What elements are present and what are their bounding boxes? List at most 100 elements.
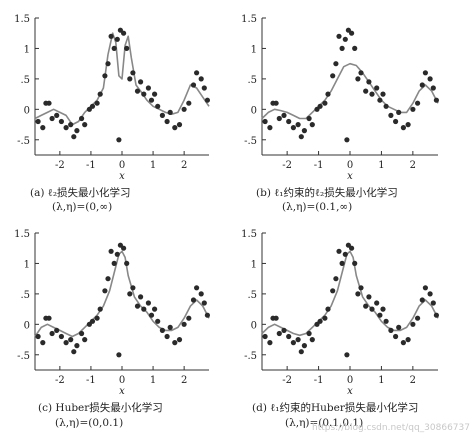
sample-point: [430, 85, 436, 91]
sample-point: [176, 337, 183, 343]
sample-point: [82, 337, 88, 343]
sample-point: [298, 349, 304, 355]
sample-point: [204, 97, 210, 103]
sample-point: [172, 340, 178, 346]
sample-point: [79, 115, 85, 122]
sample-point: [339, 45, 345, 52]
sample-point: [317, 103, 323, 109]
sample-point: [190, 82, 197, 88]
sample-point: [145, 85, 151, 91]
sample-point: [190, 297, 197, 303]
sample-point: [141, 91, 147, 97]
sample-point: [63, 125, 69, 131]
params-b: (λ,η)=(0.1,∞): [282, 201, 353, 213]
sample-point: [400, 125, 406, 131]
y-tick-label: 1: [24, 259, 30, 270]
sample-point: [422, 285, 428, 291]
sample-point: [68, 337, 74, 343]
sample-point: [419, 297, 425, 303]
sample-point: [134, 303, 141, 309]
sample-point: [148, 97, 155, 103]
sample-point: [380, 91, 386, 97]
sample-point: [433, 97, 439, 103]
sample-point: [336, 33, 342, 39]
y-tick-label: -.5: [17, 351, 30, 362]
y-tick-label: 1.5: [14, 229, 30, 240]
sample-point: [40, 125, 46, 131]
sample-point: [267, 340, 273, 346]
sample-point: [290, 125, 296, 131]
sample-point: [405, 337, 411, 343]
sample-point: [422, 70, 428, 76]
panel-d: -.5 0 .5 1 1.5 -2 -1 0 1 2 x: [241, 229, 439, 397]
sample-point: [330, 73, 336, 79]
y-tick-label: 1: [24, 44, 30, 55]
sample-point: [317, 318, 323, 324]
sample-point: [366, 294, 372, 300]
sample-point: [159, 112, 165, 118]
panel-b: -.5 0 .5 1 1.5 -2 -1 0 1 2 x: [241, 14, 439, 182]
sample-point: [130, 70, 136, 76]
watermark-text: https://blog.csdn.net/qq_30866737: [311, 423, 470, 433]
sample-point: [194, 285, 200, 291]
sample-point: [46, 100, 52, 106]
sample-point: [148, 312, 155, 318]
sample-point: [54, 112, 60, 118]
sample-point: [377, 312, 383, 318]
sample-point: [68, 122, 74, 128]
y-tick-label: -.5: [244, 351, 257, 362]
sample-point: [121, 245, 127, 251]
sample-point: [286, 333, 292, 340]
y-tick-label: .5: [247, 290, 257, 301]
sample-point: [167, 109, 173, 115]
sample-point: [358, 285, 364, 291]
sample-point: [46, 315, 52, 321]
sample-point: [124, 45, 130, 52]
sample-point: [427, 291, 433, 297]
sample-point: [111, 260, 117, 266]
sample-point: [295, 122, 301, 128]
sample-point: [393, 118, 399, 125]
x-tick-label: -1: [86, 160, 96, 171]
y-tick-label: 1.5: [241, 14, 257, 25]
x-tick-label: -1: [314, 160, 324, 171]
sample-point: [102, 73, 108, 79]
sample-point: [267, 125, 273, 131]
sample-point: [130, 285, 136, 291]
x-tick-label: 1: [378, 160, 384, 171]
x-tick-label: 0: [119, 160, 125, 171]
sample-point: [281, 112, 287, 118]
y-tick-label: 0: [251, 105, 257, 116]
sample-point: [352, 45, 358, 52]
sample-point: [301, 128, 307, 134]
x-tick-label: -1: [314, 375, 324, 386]
sample-point: [363, 303, 369, 309]
y-tick-label: -.5: [244, 136, 257, 147]
sample-point: [116, 352, 122, 358]
sample-point: [138, 79, 144, 85]
sample-point: [281, 327, 287, 333]
sample-point: [415, 100, 421, 106]
sample-point: [286, 118, 292, 125]
x-tick-label: 1: [378, 375, 384, 386]
sample-point: [138, 294, 144, 300]
y-tick-label: 0: [251, 320, 257, 331]
sample-point: [198, 291, 204, 297]
sample-point: [35, 118, 41, 125]
sample-point: [79, 330, 85, 337]
sample-point: [105, 276, 111, 282]
sample-point: [380, 306, 386, 312]
sample-point: [201, 300, 207, 306]
x-tick-label: 2: [181, 375, 187, 386]
sample-point: [89, 103, 96, 109]
params-c: (λ,η)=(0,0.1): [55, 417, 124, 429]
sample-point: [309, 337, 315, 343]
sample-point: [58, 333, 64, 340]
sample-point: [152, 91, 158, 97]
sample-point: [415, 315, 421, 321]
sample-point: [396, 324, 402, 330]
sample-point: [167, 324, 173, 330]
x-axis-label: x: [119, 386, 125, 397]
x-tick-label: 0: [119, 375, 125, 386]
